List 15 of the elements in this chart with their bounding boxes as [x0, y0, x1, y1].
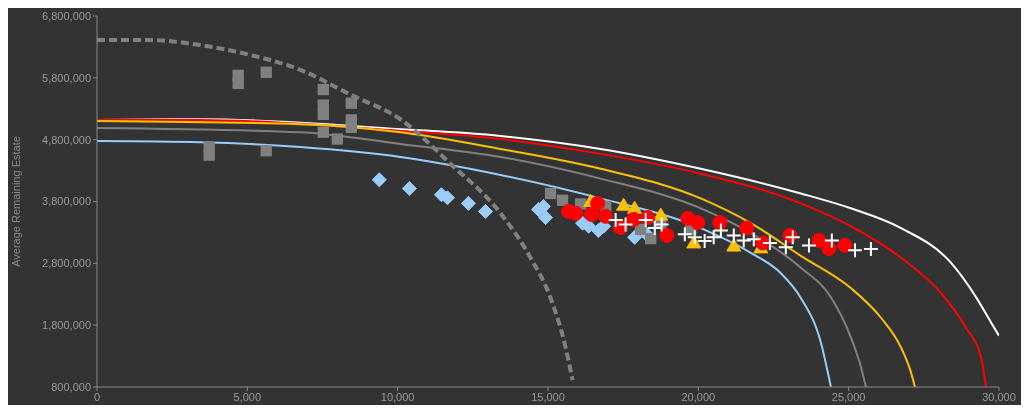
y-tick-label: 2,800,000: [42, 257, 91, 270]
y-tick-label: 1,800,000: [42, 319, 91, 332]
x-tick-label: 10,000: [380, 390, 415, 403]
y-tick-label: 5,800,000: [42, 71, 91, 84]
x-tick-label: 0: [93, 390, 101, 403]
x-tick-label: 15,000: [531, 390, 565, 403]
y-tick-label: 3,800,000: [42, 195, 91, 208]
x-tick-label: 20,000: [681, 390, 716, 403]
y-tick-label: 6,800,000: [42, 9, 91, 22]
x-tick-label: 5,000: [233, 390, 262, 403]
y-axis-title: Average Remaining Estate: [9, 136, 22, 267]
x-tick-label: 25,000: [831, 390, 866, 403]
y-tick-label: 800,000: [51, 380, 91, 393]
x-tick-label: 30,000: [982, 390, 1016, 403]
y-tick-label: 4,800,000: [42, 133, 91, 146]
